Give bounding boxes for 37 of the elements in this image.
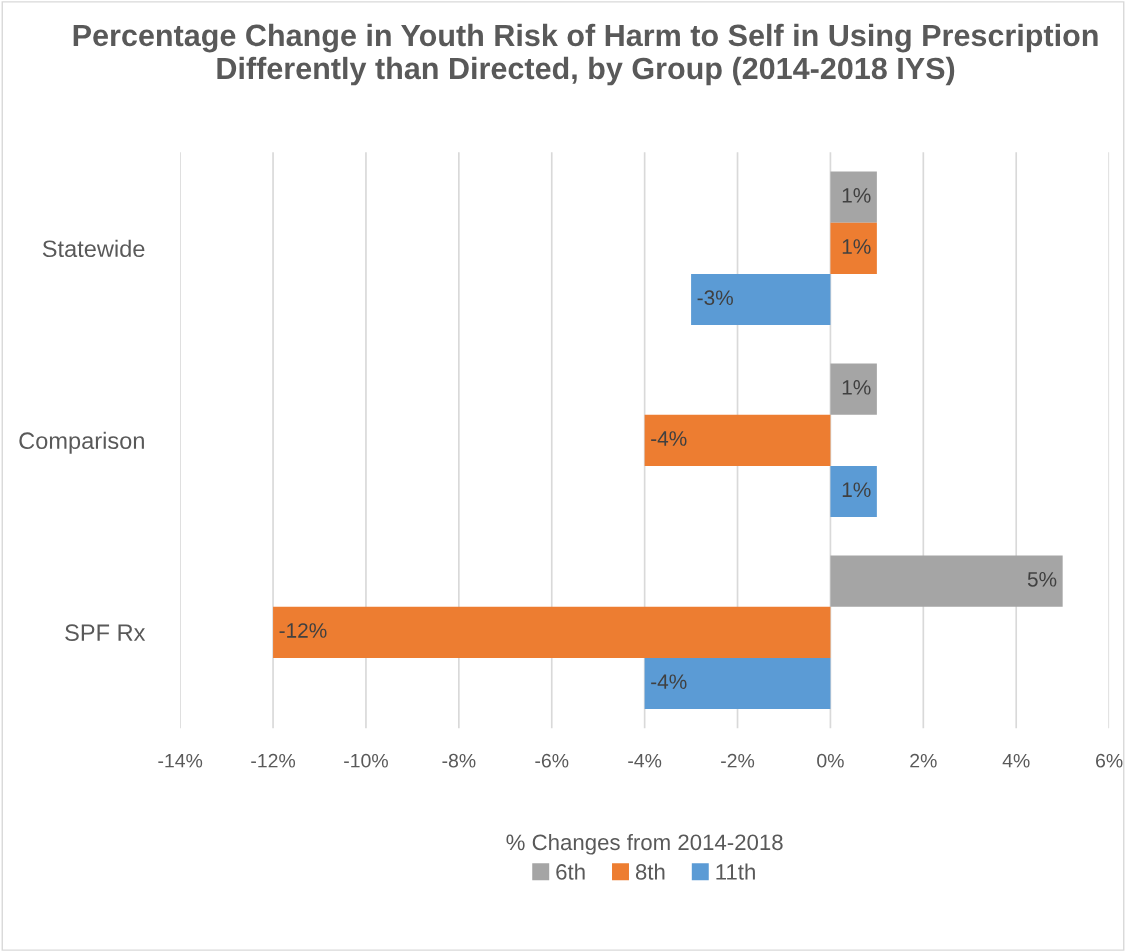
bar (273, 606, 831, 658)
data-label: 1% (842, 380, 871, 395)
x-tick-label: 6% (1096, 753, 1123, 768)
data-label: 1% (842, 188, 871, 203)
chart-title: Percentage Change in Youth Risk of Harm to Self in Using Prescription Differently than Directed, by Group (2014-2018 IYS) (73, 23, 1098, 86)
data-label: -4% (651, 674, 687, 689)
data-label: 1% (842, 482, 871, 498)
data-label: 5% (1027, 572, 1057, 587)
x-tick-label: 2% (910, 753, 937, 768)
y-tick-label: Statewide (42, 239, 145, 258)
x-tick-label: -4% (628, 753, 662, 768)
x-tick-label: -8% (442, 753, 476, 768)
y-tick-label: SPF Rx (65, 624, 146, 642)
y-tick-label: Comparison (19, 431, 144, 454)
x-tick-label: -6% (535, 753, 569, 768)
data-label: -3% (697, 290, 733, 306)
bar (830, 465, 877, 518)
x-tick-label: 0% (817, 753, 844, 768)
data-label: -12% (279, 623, 327, 638)
x-tick-label: -14% (158, 753, 203, 768)
bar (644, 414, 831, 466)
legend-label: 11th (716, 863, 755, 880)
bar (830, 171, 877, 223)
bar (830, 363, 877, 415)
x-tick-label: -12% (251, 753, 296, 768)
data-label: 1% (842, 239, 871, 254)
x-tick-label: 4% (1002, 753, 1030, 768)
bar (644, 657, 831, 710)
x-tick-label: -2% (721, 753, 755, 768)
x-tick-label: -10% (344, 753, 388, 768)
legend-label: 8th (635, 863, 665, 880)
x-axis-title: % Changes from 2014-2018 (506, 833, 783, 855)
legend-label: 6th (556, 863, 585, 880)
bar (830, 555, 1063, 607)
data-label: -4% (651, 431, 687, 446)
bar (691, 273, 831, 326)
bar (830, 222, 877, 274)
